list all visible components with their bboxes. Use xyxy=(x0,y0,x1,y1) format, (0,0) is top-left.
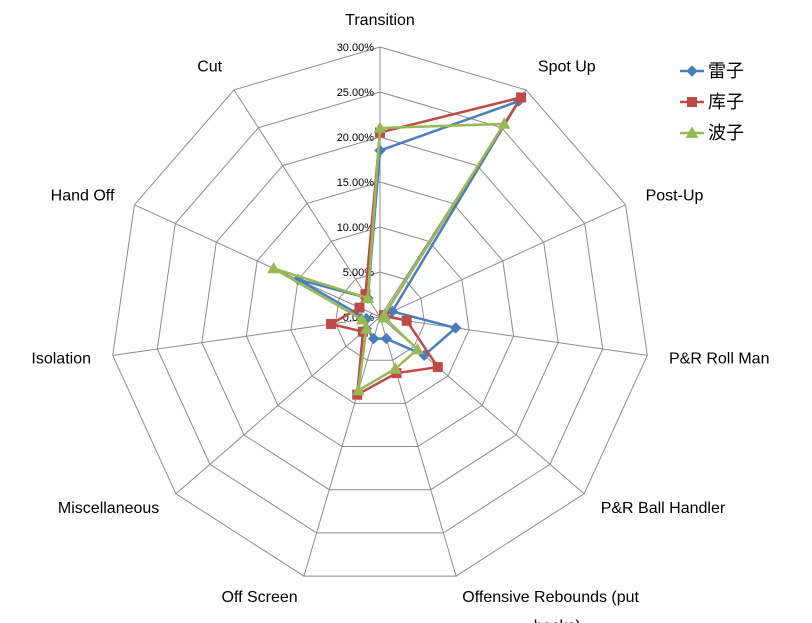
series-line xyxy=(272,122,506,392)
legend-label: 雷子 xyxy=(708,61,744,82)
category-label: P&R Ball Handler xyxy=(601,500,726,517)
spoke-10 xyxy=(233,89,381,318)
data-point xyxy=(687,97,697,107)
spoke-9 xyxy=(134,204,381,318)
legend-item: 雷子 xyxy=(680,61,744,82)
category-label: Isolation xyxy=(31,351,91,368)
spoke-3 xyxy=(379,316,648,356)
tick-label: 20.00% xyxy=(337,132,375,144)
data-point xyxy=(360,322,373,334)
data-point xyxy=(497,117,511,129)
category-label: Post-Up xyxy=(646,188,704,205)
category-label: Spot Up xyxy=(538,58,596,75)
spoke-5 xyxy=(379,316,457,577)
data-point xyxy=(378,311,391,323)
series-2 xyxy=(267,117,511,396)
spoke-7 xyxy=(175,316,381,495)
legend-item: 波子 xyxy=(680,123,744,144)
grid-ring-1 xyxy=(334,271,426,361)
data-point xyxy=(685,126,699,138)
radar-grid xyxy=(112,46,648,577)
data-point xyxy=(388,362,402,374)
data-point xyxy=(352,383,365,396)
category-label: P&R Roll Man xyxy=(669,351,769,368)
data-point xyxy=(267,261,280,274)
tick-label: 10.00% xyxy=(337,222,375,234)
spoke-8 xyxy=(112,316,381,356)
category-label: Cut xyxy=(197,58,222,75)
data-point xyxy=(354,302,365,313)
grid-ring-6 xyxy=(112,46,648,577)
data-point xyxy=(686,65,698,77)
data-point xyxy=(516,92,527,103)
data-point xyxy=(361,291,375,303)
series-line xyxy=(296,99,520,357)
tick-label: 30.00% xyxy=(337,42,375,54)
grid-ring-5 xyxy=(156,91,604,534)
legend-item: 库子 xyxy=(680,92,744,113)
data-point xyxy=(411,342,424,355)
data-point xyxy=(401,315,412,326)
tick-label: 15.00% xyxy=(337,177,375,189)
spoke-6 xyxy=(303,316,381,577)
category-label: Miscellaneous xyxy=(58,500,159,517)
category-label: backs) xyxy=(534,618,581,623)
spoke-2 xyxy=(379,204,626,318)
data-point xyxy=(380,332,393,345)
legend-label: 波子 xyxy=(708,123,744,144)
tick-label: 25.00% xyxy=(337,87,375,99)
category-labels: Transition Spot Up Post-Up P&R Roll Man P&R … xyxy=(31,12,769,623)
grid-ring-3 xyxy=(245,181,515,447)
category-label: Transition xyxy=(345,12,415,29)
radar-series xyxy=(267,92,527,400)
data-point xyxy=(449,322,462,334)
data-point xyxy=(432,362,443,373)
legend-label: 库子 xyxy=(708,92,744,113)
category-label: Off Screen xyxy=(222,589,298,606)
grid-ring-2 xyxy=(290,226,470,404)
category-label: Offensive Rebounds (put xyxy=(462,589,639,606)
data-point xyxy=(373,121,387,133)
data-point xyxy=(355,313,369,325)
grid-ring-4 xyxy=(201,136,559,491)
data-point xyxy=(367,332,380,345)
data-point xyxy=(374,144,386,157)
data-point xyxy=(326,319,336,329)
category-label: Hand Off xyxy=(51,188,115,205)
